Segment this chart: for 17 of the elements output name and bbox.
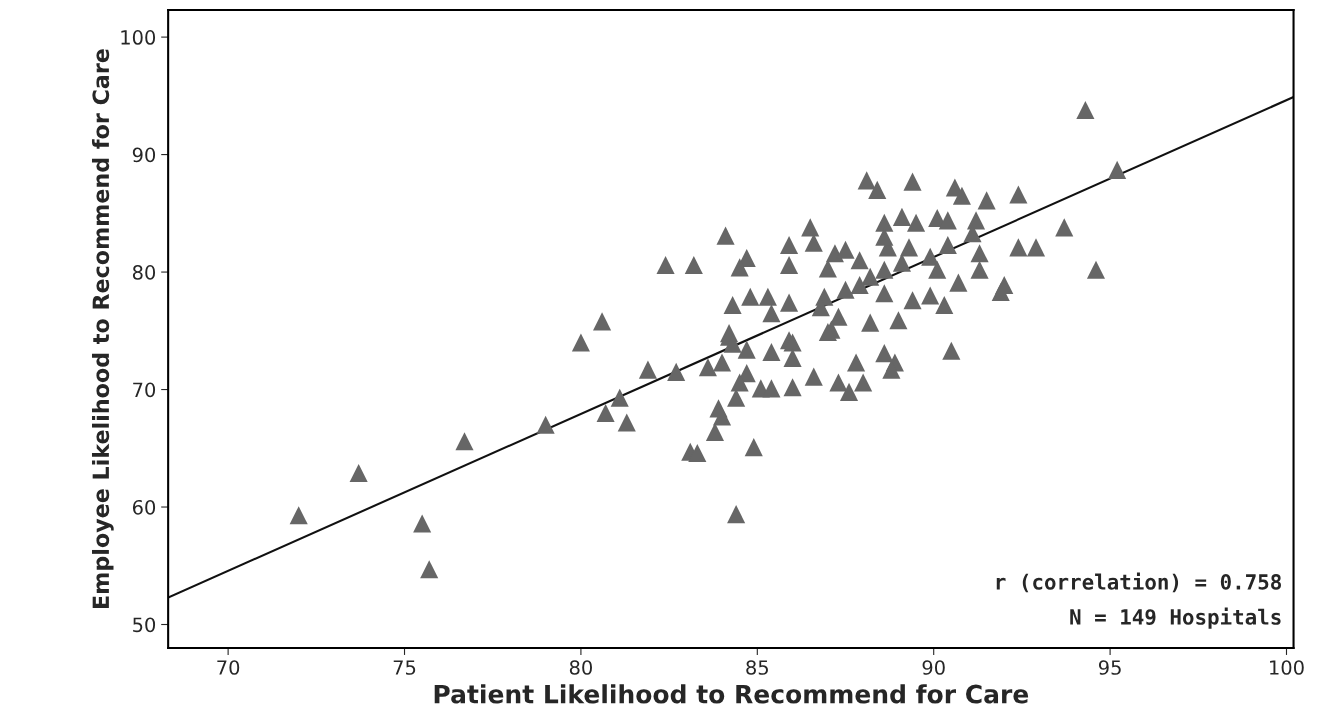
y-axis-title: Employee Likelihood to Recommend for Care [91,49,114,608]
y-tick-label: 50 [133,617,156,633]
x-tick-label: 80 [569,660,592,675]
y-tick-label: 100 [121,30,156,45]
annotation: N = 149 Hospitals [1070,607,1281,629]
x-tick-label: 100 [1270,660,1304,675]
annotation: r (correlation) = 0.758 [996,572,1281,593]
y-tick-label: 60 [132,499,156,515]
x-tick-label: 90 [922,660,945,675]
y-tick-label: 80 [132,265,156,280]
x-tick-label: 70 [217,660,240,675]
y-tick-label: 90 [132,147,156,163]
y-tick-label: 70 [133,382,156,398]
x-tick-label: 95 [1098,660,1121,675]
x-tick-label: 85 [746,660,768,675]
x-tick-label: 75 [393,660,416,675]
x-axis-title: Patient Likelihood to Recommend for Care [434,684,1029,704]
